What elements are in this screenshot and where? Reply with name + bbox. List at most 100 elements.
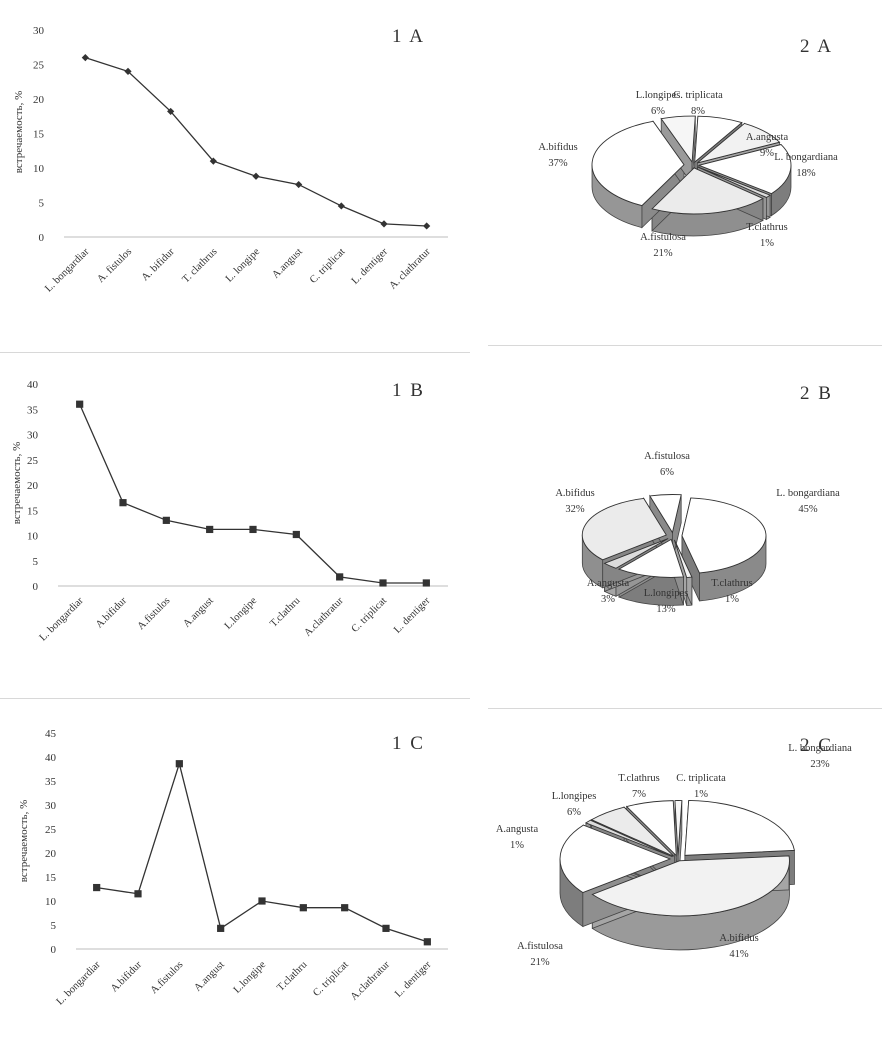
pie-slice xyxy=(684,799,795,856)
data-point xyxy=(382,924,390,932)
pie-slice xyxy=(697,144,792,195)
y-tick-label: 30 xyxy=(45,800,57,812)
slice-percent: 6% xyxy=(567,807,581,818)
slice-label: A.angusta xyxy=(496,824,539,835)
pie-slice xyxy=(591,855,790,917)
x-tick-label: L.longipe xyxy=(232,959,269,996)
data-point xyxy=(336,573,344,581)
x-tick-label: C. triplicat xyxy=(311,959,351,999)
y-tick-label: 35 xyxy=(45,776,57,788)
pie-slice xyxy=(584,819,673,858)
chart-title-2a: 2 A xyxy=(800,36,833,57)
data-point xyxy=(249,525,257,534)
pie-slice xyxy=(649,494,682,534)
slice-percent: 9% xyxy=(760,148,774,159)
series-line xyxy=(96,761,428,943)
data-point xyxy=(119,499,127,507)
y-tick-label: 25 xyxy=(27,455,39,467)
slice-percent: 37% xyxy=(548,158,568,169)
y-tick-label: 30 xyxy=(33,25,45,37)
line-chart-1c: 0 5 10 15 20 25 30 35 40 45 встречаемость, % L. bon… xyxy=(0,699,470,1037)
data-point xyxy=(206,525,214,534)
x-tick-label: L. dentiger xyxy=(350,246,391,287)
y-axis-label: встречаемость, % xyxy=(11,442,23,524)
series-line xyxy=(79,403,427,584)
x-tick-label: T. clathrus xyxy=(180,246,219,285)
slice-label: A.bifidus xyxy=(719,933,758,944)
pie-slice xyxy=(591,120,685,207)
x-tick-label: L. dentiger xyxy=(393,959,434,1000)
divider-left-bottom xyxy=(0,698,470,699)
slice-percent: 41% xyxy=(729,949,749,960)
y-tick-label: 5 xyxy=(33,556,39,568)
slice-label: A.angusta xyxy=(746,132,789,143)
pie-slice xyxy=(603,538,669,569)
y-tick-label: 10 xyxy=(33,163,45,175)
slice-percent: 1% xyxy=(760,238,774,249)
data-point xyxy=(258,897,266,905)
pie-slice xyxy=(673,539,693,579)
y-tick-label: 5 xyxy=(51,920,57,932)
x-tick-label: A. clathratur xyxy=(387,246,433,292)
slice-label: A.bifidus xyxy=(538,142,577,153)
slice-percent: 32% xyxy=(565,504,585,515)
y-tick-label: 20 xyxy=(33,94,45,106)
slice-label: T.clathrus xyxy=(711,578,753,589)
x-tick-label: A.clathratur xyxy=(302,595,346,639)
divider-right-bottom xyxy=(488,708,882,709)
y-tick-label: 10 xyxy=(45,896,57,908)
slice-label: A.fistulosa xyxy=(517,941,563,952)
y-axis-label: встречаемость, % xyxy=(18,800,30,882)
slice-label: T.clathrus xyxy=(618,773,660,784)
slice-percent: 3% xyxy=(601,594,615,605)
y-tick-label: 25 xyxy=(33,60,45,72)
data-point xyxy=(76,400,84,408)
slice-label: A.fistulosa xyxy=(640,232,686,243)
data-point xyxy=(423,938,431,946)
x-tick-label: L. bongardiar xyxy=(43,246,92,295)
x-tick-label: L.longipe xyxy=(223,595,260,632)
slice-label: L. bongardiana xyxy=(774,152,838,163)
slice-label: C. triplicata xyxy=(676,773,726,784)
x-tick-label: A.fistulos xyxy=(136,595,173,632)
y-tick-label: 40 xyxy=(27,379,39,391)
y-tick-label: 20 xyxy=(27,480,39,492)
data-point xyxy=(337,202,345,210)
pie-chart-2a: C. triplicata 8% A.angusta 9% L. bongardiana… xyxy=(488,0,882,345)
y-tick-label: 0 xyxy=(51,944,57,956)
data-point xyxy=(380,220,388,228)
data-point xyxy=(292,530,300,539)
slice-percent: 45% xyxy=(798,504,818,515)
x-tick-label: C. triplicat xyxy=(308,246,348,286)
pie-slice xyxy=(590,806,675,857)
y-tick-label: 35 xyxy=(27,404,39,416)
x-tick-label: A.clathratur xyxy=(349,959,393,1003)
chart-title-1c: 1 C xyxy=(392,733,425,754)
y-tick-label: 20 xyxy=(45,848,57,860)
divider-right-top xyxy=(488,345,882,346)
pie-chart-2c: L. bongardiana 23% A.bifidus 41% A.fistulosa… xyxy=(488,709,882,1037)
slice-percent: 1% xyxy=(725,594,739,605)
y-tick-label: 0 xyxy=(33,581,39,593)
data-point xyxy=(217,924,225,932)
y-axis-label: встречаемость, % xyxy=(13,91,25,173)
data-point xyxy=(422,579,430,587)
y-tick-label: 45 xyxy=(45,728,57,740)
pie-slice xyxy=(674,800,683,856)
slice-percent: 13% xyxy=(656,604,676,615)
x-tick-label: A.angust xyxy=(270,246,304,280)
x-tick-label: A.bifidur xyxy=(109,959,145,995)
x-tick-label: T.clathru xyxy=(275,959,310,994)
y-tick-label: 0 xyxy=(39,232,45,244)
x-tick-label: L. bongardiar xyxy=(55,959,104,1008)
chart-title-2b: 2 B xyxy=(800,383,833,404)
data-point xyxy=(175,760,183,768)
data-point xyxy=(252,172,260,180)
slice-percent: 7% xyxy=(632,789,646,800)
slice-label: A.angusta xyxy=(587,578,630,589)
slice-label: L.longipes xyxy=(644,588,689,599)
data-point xyxy=(299,904,307,912)
pie-slice xyxy=(694,115,743,164)
data-point xyxy=(379,579,387,587)
x-tick-label: L. bongardiar xyxy=(38,595,87,644)
